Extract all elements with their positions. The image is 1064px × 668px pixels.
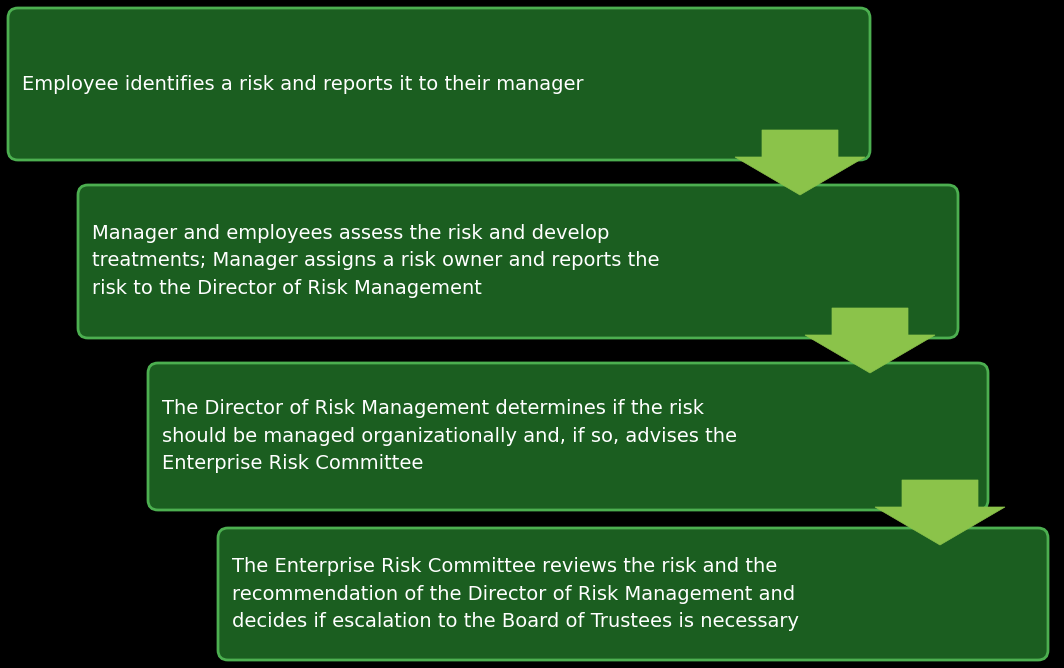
Text: The Director of Risk Management determines if the risk
should be managed organiz: The Director of Risk Management determin… <box>162 399 737 473</box>
FancyBboxPatch shape <box>9 8 870 160</box>
Text: Employee identifies a risk and reports it to their manager: Employee identifies a risk and reports i… <box>22 75 584 94</box>
FancyBboxPatch shape <box>78 185 958 338</box>
Polygon shape <box>875 480 1005 545</box>
Polygon shape <box>805 308 935 373</box>
Polygon shape <box>735 130 865 195</box>
FancyBboxPatch shape <box>218 528 1048 660</box>
Text: Manager and employees assess the risk and develop
treatments; Manager assigns a : Manager and employees assess the risk an… <box>92 224 660 298</box>
FancyBboxPatch shape <box>148 363 988 510</box>
Text: The Enterprise Risk Committee reviews the risk and the
recommendation of the Dir: The Enterprise Risk Committee reviews th… <box>232 557 799 631</box>
